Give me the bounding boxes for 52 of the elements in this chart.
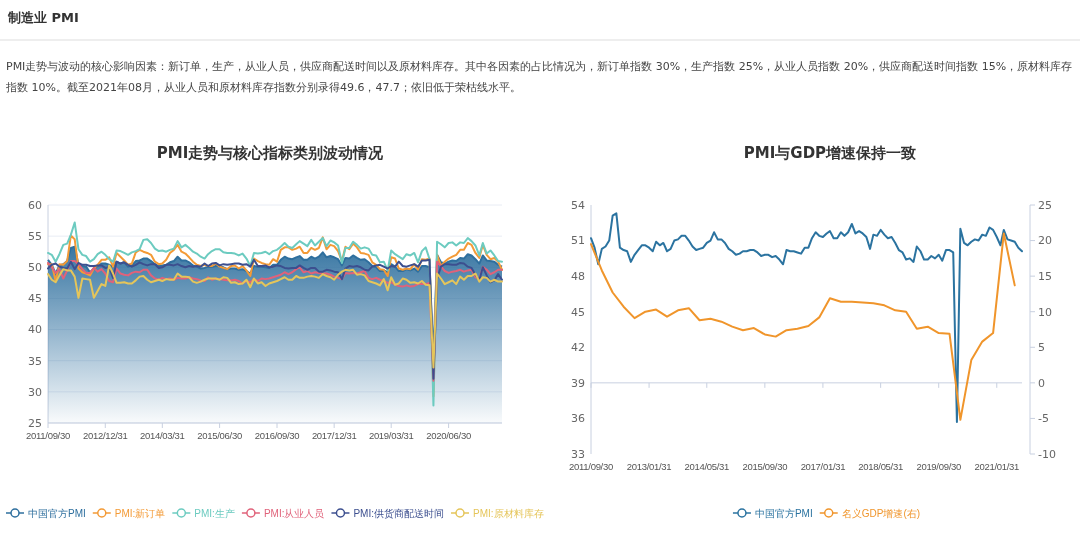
y-tick-label: 50 — [28, 261, 42, 275]
x-tick-label: 2019/09/30 — [916, 461, 961, 472]
y-tick-label: 25 — [28, 416, 42, 430]
x-tick-label: 2015/06/30 — [197, 430, 242, 441]
y-tick-label: 33 — [571, 447, 585, 461]
y2-tick-label: 25 — [1038, 198, 1052, 212]
y-tick-label: 51 — [571, 234, 585, 248]
legend-label: PMI:供货商配送时间 — [353, 507, 445, 519]
x-tick-label: 2014/03/31 — [140, 430, 185, 441]
y-tick-label: 40 — [28, 323, 42, 337]
x-tick-label: 2020/06/30 — [426, 430, 471, 441]
x-tick-label: 2012/12/31 — [83, 430, 128, 441]
legend-label: PMI:从业人员 — [263, 507, 325, 519]
y-tick-label: 55 — [28, 229, 42, 243]
y2-tick-label: 20 — [1038, 234, 1052, 248]
x-tick-label: 2019/03/31 — [368, 430, 414, 441]
y-tick-label: 36 — [571, 412, 585, 426]
x-tick-label: 2021/01/31 — [974, 461, 1020, 472]
x-tick-label: 2016/09/30 — [254, 430, 300, 441]
x-tick-label: 2011/09/30 — [569, 461, 613, 472]
legend-label: 名义GDP增速(右) — [841, 507, 921, 519]
x-tick-label: 2014/05/31 — [684, 461, 730, 472]
y2-tick-label: 0 — [1038, 376, 1045, 390]
y-tick-label: 48 — [571, 269, 585, 283]
text: 制造业 PMI — [7, 10, 79, 25]
y-tick-label: 45 — [28, 292, 42, 306]
y2-tick-label: 15 — [1038, 269, 1052, 283]
y-tick-label: 30 — [28, 385, 42, 399]
legend-label: PMI:生产 — [194, 507, 235, 519]
x-tick-label: 2017/01/31 — [800, 461, 846, 472]
x-tick-label: 2015/09/30 — [742, 461, 788, 472]
chart-title: PMI与GDP增速保持一致 — [743, 144, 917, 162]
legend-label: 中国官方PMI — [754, 507, 813, 519]
legend-label: PMI:原材料库存 — [473, 507, 544, 519]
y2-tick-label: 5 — [1038, 341, 1045, 355]
y-tick-label: 39 — [571, 376, 585, 390]
y-tick-label: 35 — [28, 354, 42, 368]
legend-label: 中国官方PMI — [28, 507, 86, 519]
y2-tick-label: -10 — [1038, 447, 1056, 461]
y-tick-label: 42 — [571, 341, 585, 355]
y-tick-label: 45 — [571, 305, 585, 319]
y-tick-label: 54 — [571, 198, 585, 212]
legend-label: PMI:新订单 — [114, 507, 166, 519]
text: PMI走势与波动的核心影响因素：新订单，生产，从业人员，供应商配送时间以及原材料库存。其中各因素的占比情况为，新订单指数 30%，生产指数 25%，从业人员指数 20%，供应商配送时间指数 15%，原材料库存指数 10%。截至2021年08月，从业人员和原材料库存指数分别录得49.6，47.7；依旧低于荣枯线水平。 — [6, 59, 1074, 96]
x-tick-label: 2011/09/30 — [26, 430, 70, 441]
y-tick-label: 60 — [28, 198, 42, 212]
x-tick-label: 2013/01/31 — [626, 461, 672, 472]
x-tick-label: 2017/12/31 — [311, 430, 357, 441]
chart-title: PMI走势与核心指标类别波动情况 — [156, 144, 385, 162]
y2-tick-label: 10 — [1038, 305, 1052, 319]
x-tick-label: 2018/05/31 — [858, 461, 903, 472]
y2-tick-label: -5 — [1038, 412, 1049, 426]
